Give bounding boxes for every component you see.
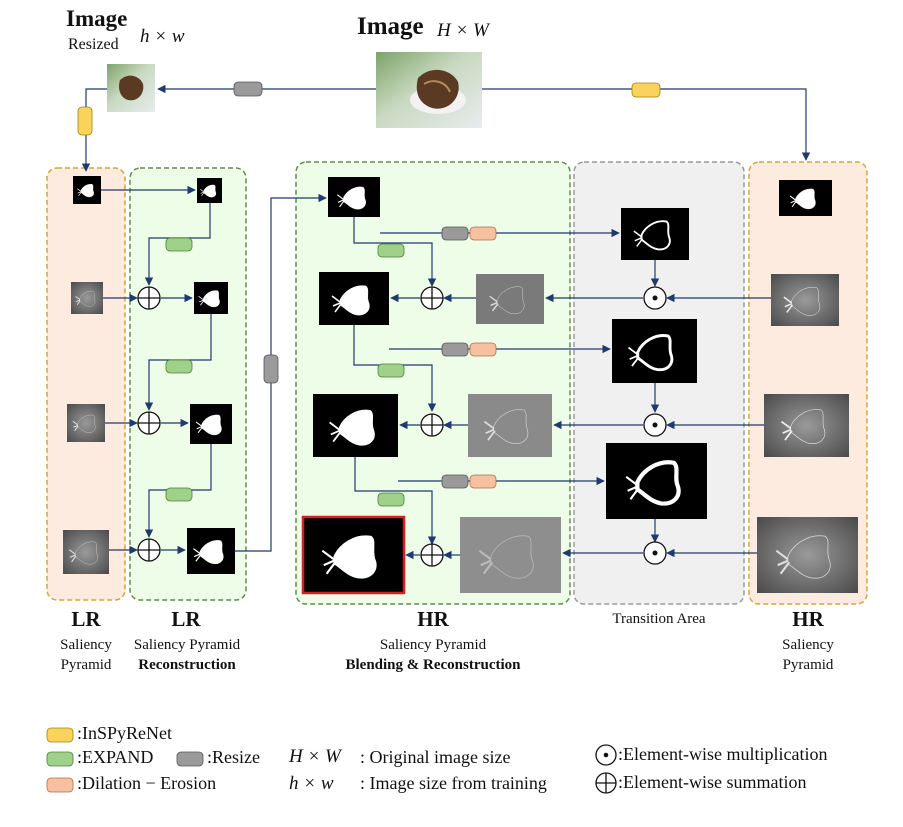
legend-inspyrenet-text: :InSPyReNet	[77, 723, 173, 743]
hr-laplacian-3	[764, 394, 849, 457]
legend-hw-small-desc: : Image size from training	[360, 773, 547, 793]
legend-sum-text: :Element-wise summation	[618, 772, 807, 792]
transition-mask-1	[621, 208, 689, 260]
hr-blend-line1: Saliency Pyramid	[379, 637, 487, 653]
legend-mult-icon	[595, 744, 617, 766]
image-hw-math: H × W	[437, 20, 489, 41]
expand-block-lr-1	[165, 237, 193, 252]
resize-block-hr-3	[441, 474, 469, 489]
hr-pyramid-line1: Saliency	[782, 637, 834, 653]
legend-sum-icon	[595, 772, 617, 794]
image-resized-sub: Resized	[68, 36, 119, 53]
lr-recon-title: LR	[171, 607, 201, 631]
hr-mask-1	[779, 180, 832, 216]
legend-hw-big-desc: : Original image size	[360, 747, 511, 767]
mult-op-2	[643, 413, 667, 437]
dilation-block-hr-3	[469, 474, 497, 489]
hr-masked-detail-2	[468, 394, 552, 457]
lr-recon-line2: Reconstruction	[138, 657, 236, 673]
lr-recon-line1: Saliency Pyramid	[133, 637, 241, 653]
hr-pyramid-line2: Pyramid	[782, 657, 834, 673]
expand-block-hr-3	[377, 492, 405, 507]
lr-pyramid-line2: Pyramid	[60, 657, 112, 673]
lr-laplacian-2	[71, 282, 103, 314]
lr-laplacian-4	[63, 530, 109, 574]
lr-recon-1	[197, 178, 222, 203]
transition-line1: Transition Area	[612, 611, 706, 627]
lr-reconstruction-panel	[129, 167, 247, 601]
hr-blend-title: HR	[417, 607, 449, 631]
transition-mask-2	[612, 319, 697, 383]
legend-hw-big-math: H × W	[289, 746, 341, 767]
sum-op-lr-2	[137, 411, 161, 435]
lr-recon-2	[194, 282, 228, 314]
hr-final-output	[301, 515, 406, 595]
lr-laplacian-3	[67, 404, 105, 442]
mult-op-1	[643, 286, 667, 310]
mult-op-3	[643, 541, 667, 565]
legend-inspyrenet-swatch	[46, 727, 74, 743]
sum-op-hr-2	[420, 413, 444, 437]
expand-block-lr-3	[165, 487, 193, 502]
sum-op-hr-3	[420, 543, 444, 567]
lr-pyramid-line1: Saliency	[60, 637, 112, 653]
hr-masked-detail-3	[460, 517, 561, 593]
sum-op-lr-1	[137, 286, 161, 310]
hr-laplacian-2	[771, 274, 839, 326]
legend-dilation-text: :Dilation − Erosion	[77, 773, 217, 793]
legend-resize-swatch	[176, 751, 204, 767]
legend-expand-text: :EXPAND	[77, 747, 154, 767]
resize-block-mid	[263, 354, 279, 384]
dilation-block-hr-2	[469, 342, 497, 357]
lr-recon-4	[187, 528, 235, 574]
original-image	[376, 52, 482, 128]
lr-pyramid-title: LR	[71, 607, 101, 631]
sum-op-lr-3	[137, 538, 161, 562]
legend-expand-swatch	[46, 751, 74, 767]
inspyrenet-block-hr	[631, 82, 661, 98]
resized-image	[107, 64, 155, 112]
image-hw-label: Image	[357, 13, 424, 40]
resize-block-hr-1	[441, 226, 469, 241]
image-resized-label: Image	[66, 6, 128, 31]
transition-mask-3	[606, 443, 707, 519]
hr-recon-2	[319, 272, 389, 325]
legend-resize-text: :Resize	[207, 747, 260, 767]
hr-recon-3	[313, 394, 398, 457]
lr-mask-1	[73, 176, 101, 204]
expand-block-hr-2	[377, 363, 405, 378]
hr-masked-detail-1	[476, 274, 544, 324]
inspyrenet-block-lr	[77, 106, 93, 136]
hr-laplacian-4	[757, 517, 858, 593]
lr-recon-3	[190, 404, 232, 444]
dilation-block-hr-1	[469, 226, 497, 241]
hr-pyramid-title: HR	[792, 607, 824, 631]
sum-op-hr-1	[420, 286, 444, 310]
legend-mult-text: :Element-wise multiplication	[618, 744, 828, 764]
expand-block-lr-2	[165, 359, 193, 374]
resize-block-hr-2	[441, 342, 469, 357]
legend-hw-small-math: h × w	[289, 773, 334, 794]
hr-blend-line2: Blending & Reconstruction	[345, 657, 521, 673]
legend-dilation-swatch	[46, 777, 74, 793]
hr-recon-1	[328, 177, 380, 217]
hr-pyramid-panel	[748, 161, 868, 605]
image-resized-math: h × w	[140, 26, 185, 47]
resize-block-top	[233, 81, 263, 97]
expand-block-hr-1	[377, 243, 405, 258]
